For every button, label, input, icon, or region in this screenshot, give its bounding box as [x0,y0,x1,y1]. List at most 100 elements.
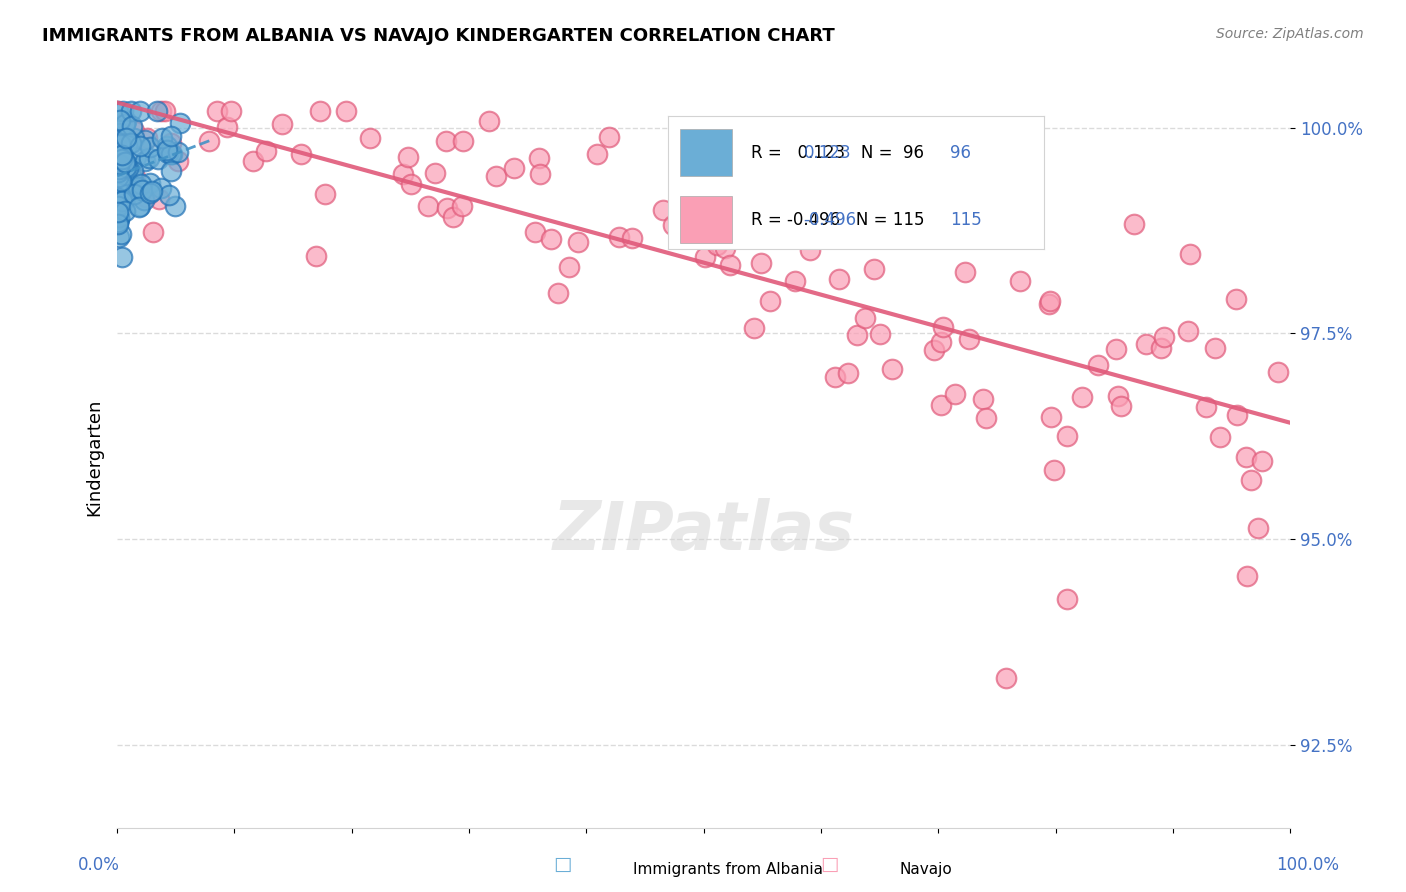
Navajo [207,104,229,119]
Immigrants from Albania [163,198,186,212]
Navajo [523,225,546,239]
Immigrants from Albania [150,181,173,195]
Immigrants from Albania [108,112,131,127]
Immigrants from Albania [169,116,191,130]
Immigrants from Albania [141,184,163,198]
Immigrants from Albania [107,161,129,175]
Navajo [1247,521,1270,535]
Navajo [929,398,952,412]
Navajo [1056,592,1078,607]
Navajo [922,343,945,358]
Navajo [451,134,474,148]
Immigrants from Albania [121,169,143,184]
Navajo [1135,336,1157,351]
Immigrants from Albania [112,131,135,145]
Immigrants from Albania [107,199,129,213]
Immigrants from Albania [156,139,179,153]
Navajo [621,231,644,245]
Navajo [558,260,581,274]
Navajo [1042,463,1064,477]
Immigrants from Albania [121,164,143,178]
Navajo [1104,342,1126,356]
Immigrants from Albania [114,155,136,169]
Navajo [652,203,675,218]
Navajo [529,168,551,182]
Navajo [827,272,849,286]
Immigrants from Albania [110,161,132,175]
Navajo [547,286,569,301]
Navajo [846,328,869,343]
Immigrants from Albania [110,136,132,151]
Navajo [441,211,464,225]
Navajo [142,226,165,240]
Navajo [150,104,173,119]
Immigrants from Albania [117,137,139,152]
Immigrants from Albania [114,174,136,188]
Immigrants from Albania [111,186,134,201]
Immigrants from Albania [110,227,132,241]
Immigrants from Albania [110,148,132,162]
Navajo [270,117,292,131]
Navajo [863,262,886,277]
Immigrants from Albania [157,146,180,161]
Navajo [1240,473,1263,487]
Navajo [756,175,779,189]
Navajo [242,154,264,169]
Navajo [1010,274,1032,288]
Text: IMMIGRANTS FROM ALBANIA VS NAVAJO KINDERGARTEN CORRELATION CHART: IMMIGRANTS FROM ALBANIA VS NAVAJO KINDER… [42,27,835,45]
Immigrants from Albania [122,187,145,202]
Navajo [869,327,891,342]
Navajo [122,124,145,138]
Navajo [399,178,422,192]
Navajo [931,320,953,334]
Text: Immigrants from Albania: Immigrants from Albania [633,863,823,877]
Navajo [135,131,157,145]
Immigrants from Albania [129,177,152,191]
Navajo [880,361,903,376]
Immigrants from Albania [134,133,156,147]
Navajo [217,120,239,134]
Immigrants from Albania [128,200,150,214]
Navajo [1039,410,1062,425]
Navajo [662,218,685,232]
Immigrants from Albania [138,151,160,165]
Navajo [1153,330,1175,344]
Immigrants from Albania [114,160,136,174]
Immigrants from Albania [111,152,134,166]
Navajo [1236,569,1258,583]
Immigrants from Albania [107,171,129,186]
Navajo [718,258,741,272]
Navajo [696,177,718,191]
Immigrants from Albania [111,194,134,208]
Immigrants from Albania [125,149,148,163]
Navajo [957,332,980,346]
Immigrants from Albania [139,186,162,200]
Navajo [853,311,876,326]
Immigrants from Albania [167,145,190,159]
Immigrants from Albania [160,147,183,161]
Immigrants from Albania [108,210,131,224]
Navajo [837,366,859,380]
Navajo [1234,450,1257,464]
Immigrants from Albania [107,165,129,179]
Navajo [711,185,734,199]
Immigrants from Albania [108,126,131,140]
Immigrants from Albania [108,153,131,168]
Immigrants from Albania [114,117,136,131]
Navajo [166,154,188,169]
Navajo [1056,429,1078,443]
Immigrants from Albania [134,154,156,169]
Immigrants from Albania [108,211,131,225]
Navajo [160,136,183,151]
Navajo [478,114,501,128]
Navajo [314,187,336,202]
Navajo [974,410,997,425]
Immigrants from Albania [107,205,129,219]
Navajo [824,369,846,384]
Navajo [775,200,797,214]
Navajo [924,211,946,225]
Navajo [392,167,415,181]
Immigrants from Albania [118,179,141,194]
Immigrants from Albania [121,119,143,133]
Immigrants from Albania [107,191,129,205]
